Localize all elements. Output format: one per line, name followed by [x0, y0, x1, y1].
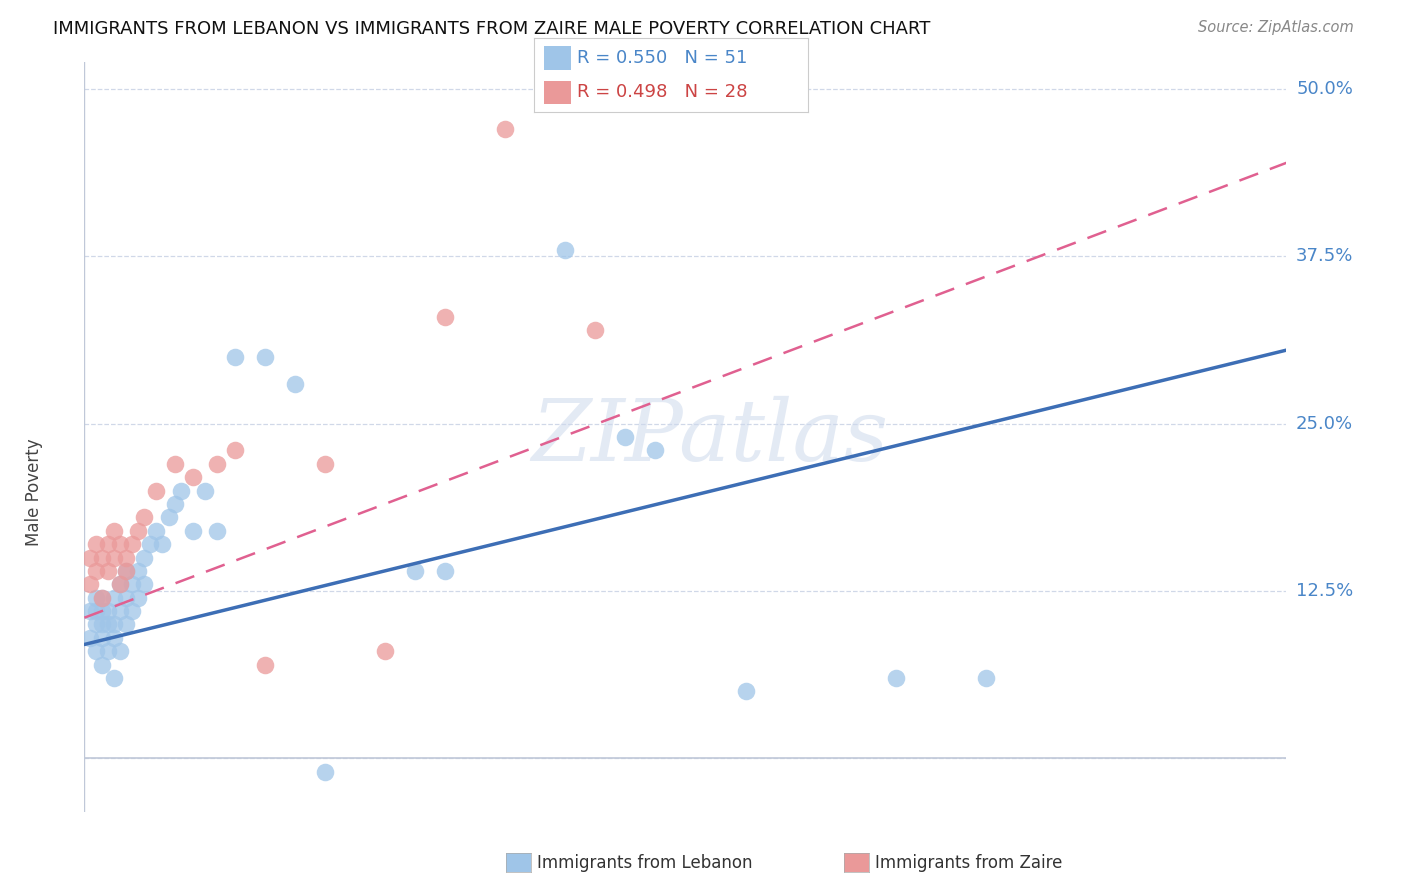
Point	[103, 671, 125, 685]
Point	[181, 470, 204, 484]
Point	[86, 537, 108, 551]
Point	[115, 591, 138, 605]
Point	[205, 457, 228, 471]
Point	[284, 376, 307, 391]
Point	[139, 537, 162, 551]
Text: Male Poverty: Male Poverty	[25, 439, 42, 547]
Point	[86, 564, 108, 578]
Point	[110, 537, 132, 551]
Point	[91, 617, 114, 632]
Point	[157, 510, 180, 524]
Point	[103, 524, 125, 538]
Point	[434, 564, 457, 578]
Point	[314, 457, 336, 471]
Text: 50.0%: 50.0%	[1296, 80, 1353, 98]
Point	[103, 631, 125, 645]
Point	[97, 564, 120, 578]
Point	[121, 604, 143, 618]
Point	[181, 524, 204, 538]
Point	[91, 550, 114, 565]
Point	[494, 122, 516, 136]
Point	[224, 350, 246, 364]
Point	[127, 524, 149, 538]
Point	[205, 524, 228, 538]
Point	[644, 443, 666, 458]
Point	[86, 644, 108, 658]
Point	[97, 617, 120, 632]
Point	[115, 617, 138, 632]
Point	[79, 604, 101, 618]
Point	[110, 577, 132, 591]
Point	[103, 617, 125, 632]
Point	[583, 323, 606, 337]
Point	[253, 350, 276, 364]
Point	[134, 577, 156, 591]
Text: R = 0.550   N = 51: R = 0.550 N = 51	[576, 49, 747, 67]
Point	[103, 550, 125, 565]
Point	[91, 631, 114, 645]
Point	[145, 524, 167, 538]
Point	[134, 550, 156, 565]
Point	[91, 604, 114, 618]
Point	[121, 537, 143, 551]
Text: 12.5%: 12.5%	[1296, 582, 1354, 600]
Point	[121, 577, 143, 591]
Point	[110, 577, 132, 591]
Point	[194, 483, 217, 498]
Point	[97, 604, 120, 618]
Point	[614, 430, 637, 444]
Point	[884, 671, 907, 685]
Point	[554, 243, 576, 257]
Point	[86, 604, 108, 618]
Point	[79, 550, 101, 565]
Point	[86, 591, 108, 605]
Point	[86, 617, 108, 632]
Text: Immigrants from Zaire: Immigrants from Zaire	[875, 854, 1062, 871]
Point	[152, 537, 174, 551]
Point	[127, 564, 149, 578]
Point	[224, 443, 246, 458]
Text: IMMIGRANTS FROM LEBANON VS IMMIGRANTS FROM ZAIRE MALE POVERTY CORRELATION CHART: IMMIGRANTS FROM LEBANON VS IMMIGRANTS FR…	[53, 20, 931, 37]
Point	[91, 591, 114, 605]
Point	[115, 564, 138, 578]
Point	[134, 510, 156, 524]
Point	[974, 671, 997, 685]
Bar	[544, 81, 571, 104]
Point	[163, 457, 186, 471]
Point	[91, 591, 114, 605]
Point	[91, 657, 114, 672]
Point	[110, 644, 132, 658]
Point	[97, 537, 120, 551]
Point	[127, 591, 149, 605]
Text: 37.5%: 37.5%	[1296, 247, 1354, 266]
Point	[110, 604, 132, 618]
Text: R = 0.498   N = 28: R = 0.498 N = 28	[576, 84, 747, 102]
Bar	[544, 46, 571, 70]
Point	[404, 564, 426, 578]
Point	[253, 657, 276, 672]
Text: 25.0%: 25.0%	[1296, 415, 1353, 433]
Point	[79, 577, 101, 591]
Point	[434, 310, 457, 324]
Point	[115, 564, 138, 578]
Text: Source: ZipAtlas.com: Source: ZipAtlas.com	[1198, 20, 1354, 35]
Point	[115, 550, 138, 565]
Point	[79, 631, 101, 645]
Point	[97, 644, 120, 658]
Point	[163, 497, 186, 511]
Text: ZIPatlas: ZIPatlas	[531, 396, 889, 478]
Point	[314, 764, 336, 779]
Point	[734, 684, 756, 698]
Point	[169, 483, 191, 498]
Point	[374, 644, 396, 658]
Point	[145, 483, 167, 498]
Point	[103, 591, 125, 605]
Text: Immigrants from Lebanon: Immigrants from Lebanon	[537, 854, 752, 871]
